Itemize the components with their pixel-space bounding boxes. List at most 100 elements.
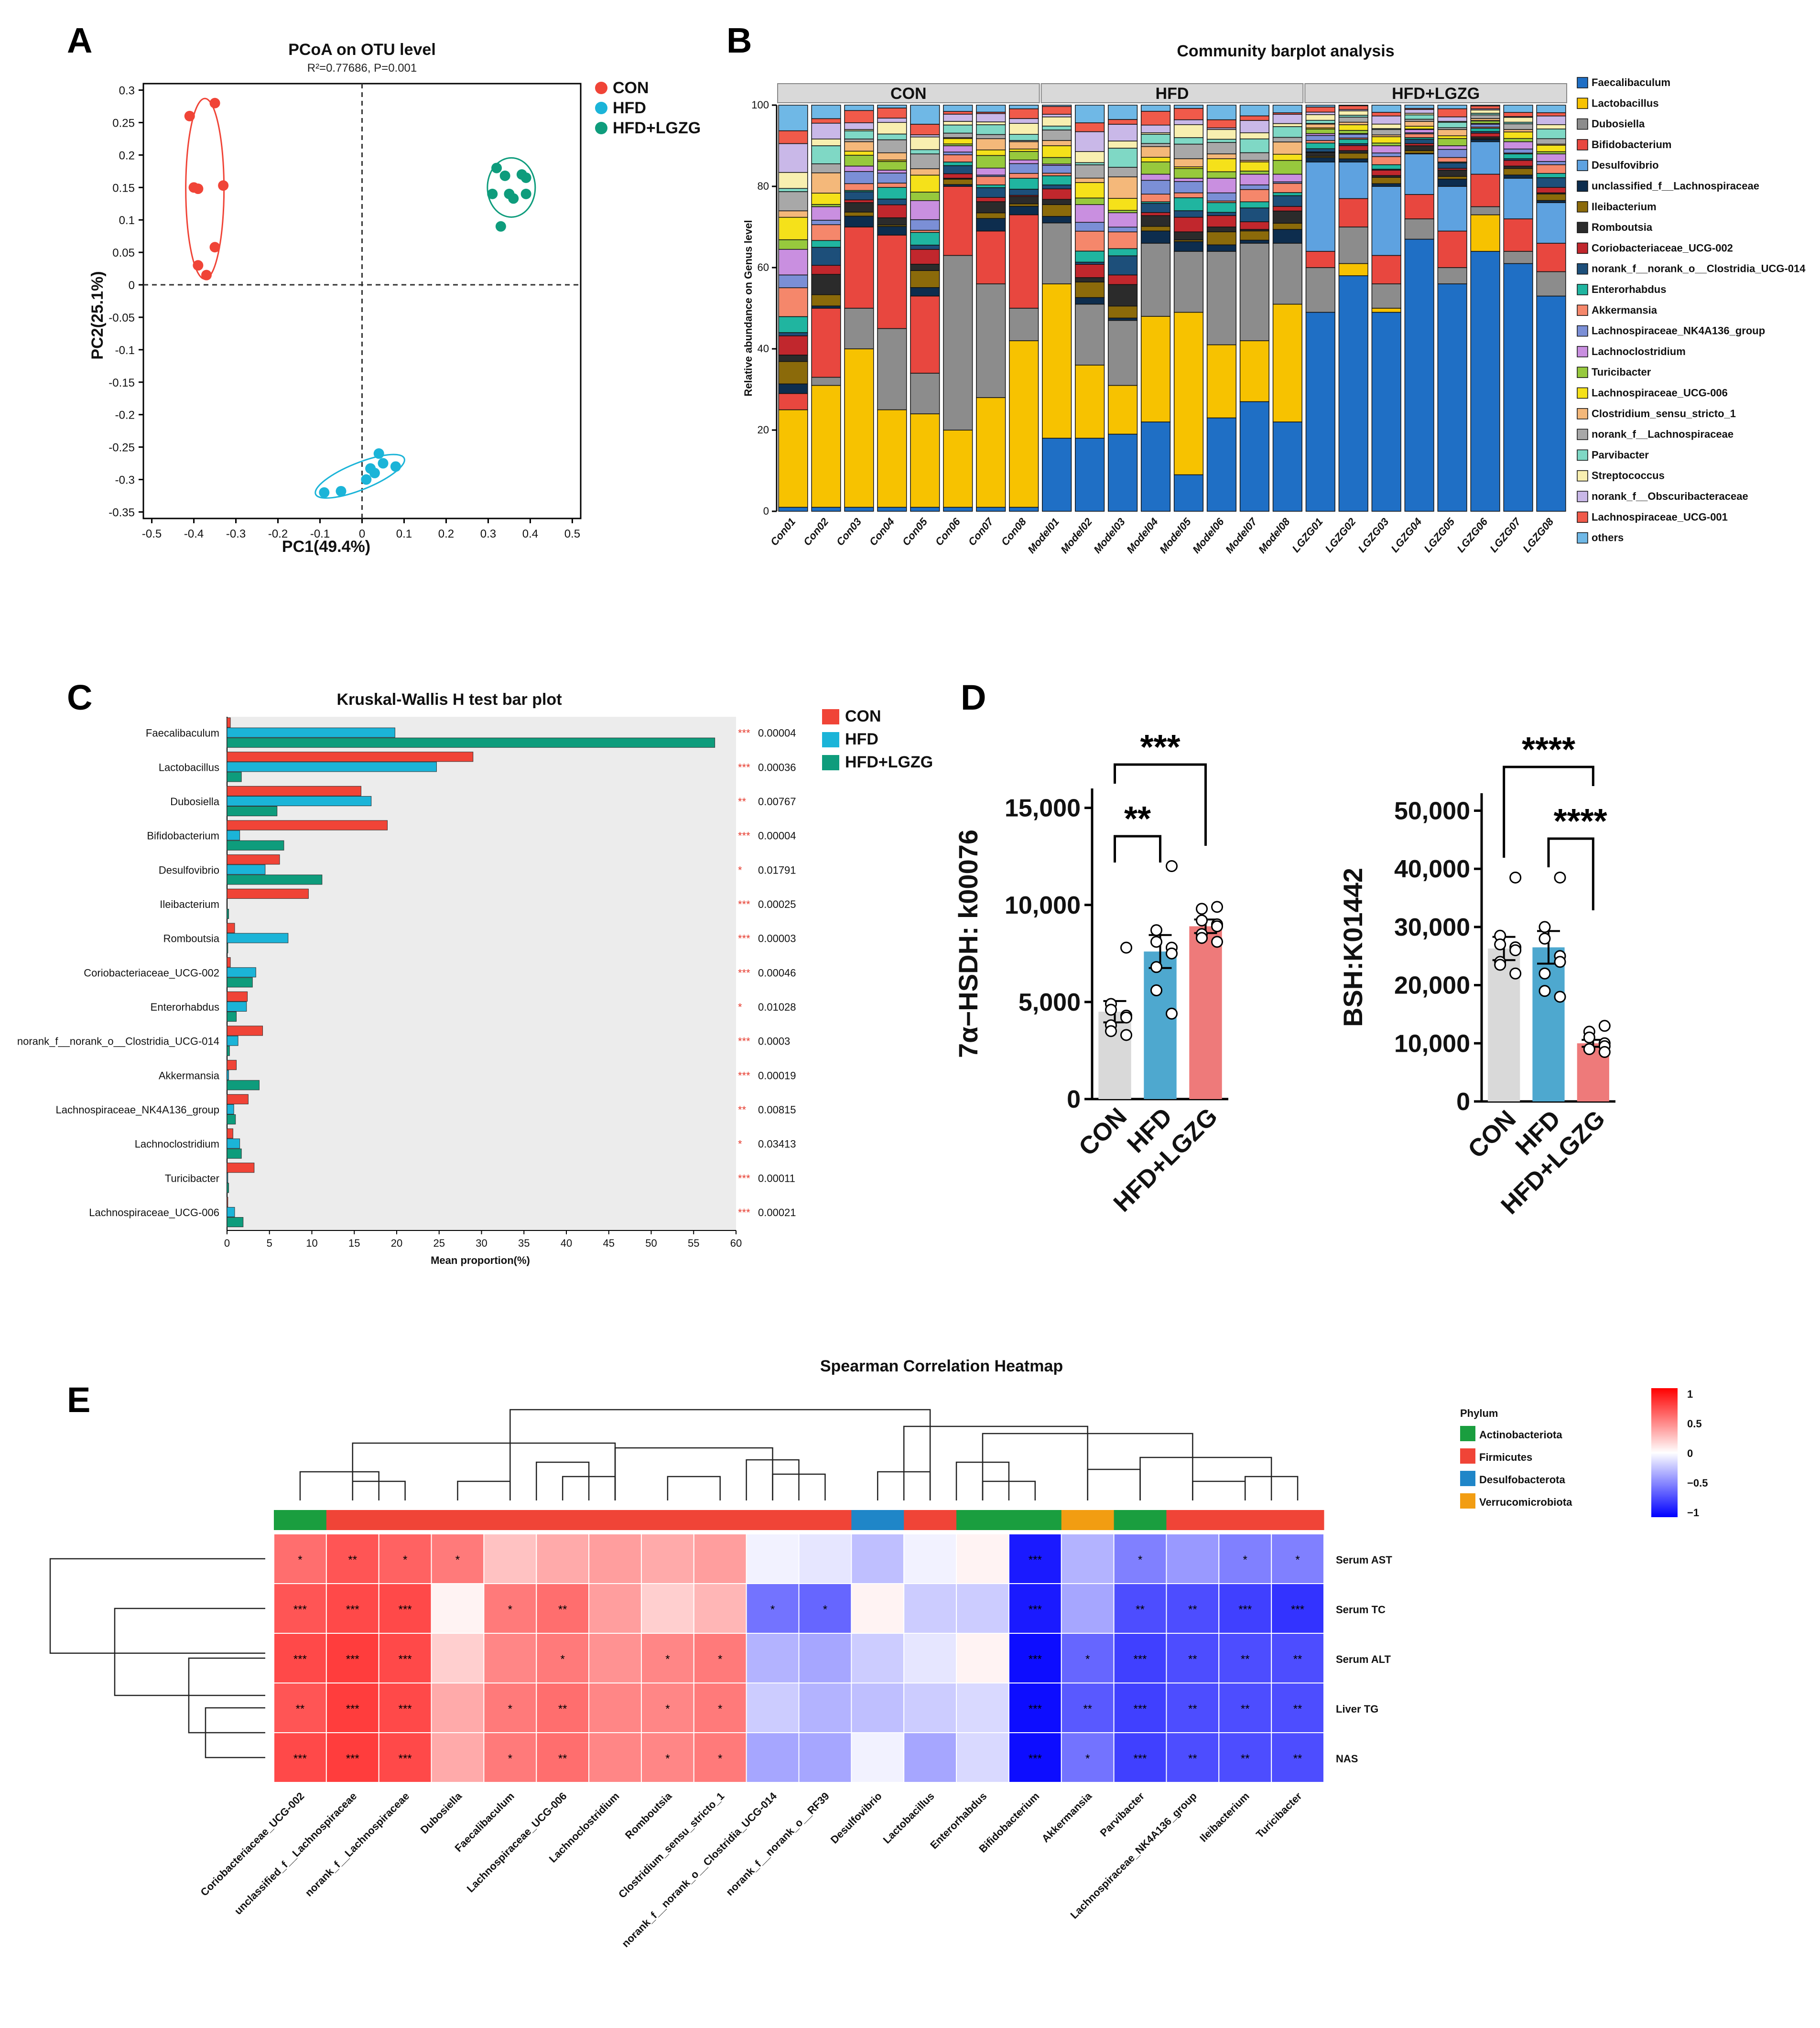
barplot-segment [1338,275,1368,512]
barplot-segment [1009,205,1039,216]
barplot-segment [1009,308,1039,341]
barplot-segment [943,173,973,179]
kw-bar [227,957,231,968]
barplot-segment [1272,243,1302,305]
barplot-segment [910,153,940,169]
barplot-segment [1371,112,1401,117]
kw-bar [227,991,248,1002]
hsdh-point [1120,941,1132,954]
barplot-segment [976,176,1006,185]
barplot-segment [976,397,1006,508]
kw-xtick-label: 15 [348,1237,360,1249]
barplot-segment [1338,162,1368,199]
taxa-legend-swatch [1577,367,1588,378]
barplot-segment [778,332,808,336]
barplot-segment [844,122,874,130]
heatmap-cell [1008,1683,1062,1733]
barplot-segment [877,198,907,205]
pcoa-ytick-label: 0.15 [112,182,135,194]
heatmap-significance: * [561,1653,565,1666]
column-dendrogram-branch [667,1476,721,1500]
barplot-segment [1009,108,1039,119]
heatmap-cell [851,1533,905,1584]
kw-significance: *** [738,1069,750,1081]
kw-bar [227,1104,234,1114]
phylum-strip-cell [851,1510,904,1530]
phylum-strip-cell [1114,1510,1167,1530]
barplot-segment [1009,203,1039,207]
barplot-sample-label: Model08 [1256,516,1292,556]
heatmap-cell [588,1633,642,1683]
pcoa-ytick-label: -0.35 [108,506,135,519]
barplot-segment [1173,105,1204,109]
heatmap-cell [903,1583,957,1634]
pcoa-ytick-label: -0.05 [108,312,135,324]
barplot-segment [778,316,808,333]
barplot-segment [1470,114,1500,119]
barplot-segment [1503,174,1533,179]
heatmap-significance: * [718,1703,722,1715]
taxa-legend-label: Faecalibaculum [1592,76,1670,88]
barplot-segment [1338,158,1368,162]
heatmap-cell [956,1732,1009,1783]
barplot-segment [1042,140,1072,146]
kw-category-label: Turicibacter [165,1172,219,1184]
barplot-segment [1338,150,1368,154]
barplot-segment [811,139,841,146]
heatmap-cell [378,1533,432,1584]
kw-pvalue: 0.00004 [758,727,796,739]
barplot-segment [877,105,907,108]
kw-significance: *** [738,1036,750,1047]
heatmap-cell [378,1732,432,1783]
barplot-segment [778,507,808,512]
kw-bar [227,806,278,817]
taxa-legend-swatch [1577,346,1588,357]
barplot-segment [1042,105,1072,107]
phylum-strip-cell [1219,1510,1272,1530]
barplot-segment [943,154,973,162]
barplot-segment [1107,140,1138,149]
barplot-segment [811,247,841,266]
phylum-strip-cell [1061,1510,1115,1530]
heatmap-column-label: Ileibacterium [1197,1790,1252,1845]
heatmap-cell [640,1683,694,1733]
barplot-segment [778,287,808,317]
barplot-segment [1206,231,1237,246]
barplot-segment [1009,160,1039,164]
barplot-ytick-label: 60 [758,261,769,273]
heatmap-cell [483,1633,537,1683]
barplot-segment [1305,123,1335,129]
heatmap-significance: ** [558,1703,567,1715]
heatmap-cell [431,1732,485,1783]
heatmap-cell [1061,1683,1115,1733]
kw-xtick-label: 10 [306,1237,317,1249]
barplot-segment [1206,192,1237,202]
heatmap-cell [693,1583,747,1634]
barplot-segment [844,130,874,140]
pcoa-ytick-label: -0.15 [108,377,135,389]
barplot-segment [1075,222,1105,232]
heatmap-cell [1113,1533,1167,1584]
barplot-segment [877,235,907,329]
hsdh-ytick-label: 0 [1067,1086,1081,1113]
heatmap-significance: *** [1029,1703,1042,1715]
heatmap-cell [798,1533,852,1584]
taxa-legend-label: unclassified_f__Lachnospiraceae [1592,180,1759,192]
pcoa-point [361,474,372,485]
barplot-segment [976,155,1006,169]
heatmap-column-label: Lactobacillus [881,1790,937,1846]
pcoa-point [336,485,347,496]
barplot-segment [1239,173,1269,185]
barplot-segment [778,393,808,410]
barplot-segment [910,149,940,154]
barplot-segment [1140,146,1171,158]
barplot-segment [877,328,907,410]
phylum-strip-cell [641,1510,694,1530]
barplot-segment [1470,132,1500,138]
pcoa-legend-label: HFD [613,99,646,117]
barplot-segment [1173,137,1204,145]
barplot-segment [1272,303,1302,422]
barplot-segment [877,507,907,512]
kw-significance: * [738,1138,742,1150]
barplot-segment [1371,123,1401,129]
